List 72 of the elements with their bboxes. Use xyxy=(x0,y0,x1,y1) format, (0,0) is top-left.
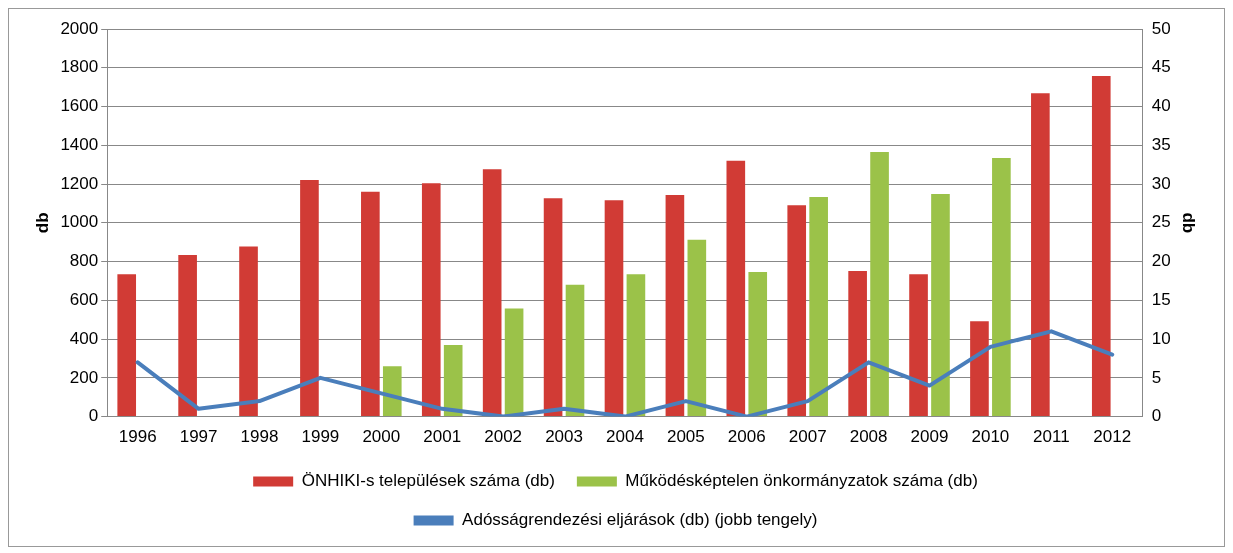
x-tick-label: 1998 xyxy=(240,427,279,447)
x-tick-label: 2002 xyxy=(484,427,523,447)
bar xyxy=(239,246,258,417)
bar xyxy=(421,183,441,417)
x-tick-label: 2006 xyxy=(727,427,766,447)
y2-tick-label: 35 xyxy=(1151,134,1171,154)
bar xyxy=(687,239,707,417)
bar xyxy=(809,197,828,417)
x-tick-label: 2000 xyxy=(362,427,401,447)
legend-label: ÖNHIKI-s települések száma (db) xyxy=(301,471,555,491)
x-tick-label: 1997 xyxy=(179,427,218,447)
x-tick-label: 2010 xyxy=(971,427,1010,447)
y-tick-label: 1000 xyxy=(60,212,99,232)
legend-label: Adósságrendezési eljárások (db) (jobb tengely) xyxy=(462,510,818,530)
bar xyxy=(443,344,463,417)
x-tick-label: 2008 xyxy=(849,427,888,447)
bar xyxy=(482,169,502,417)
x-tick-label: 2007 xyxy=(788,427,827,447)
bar xyxy=(178,254,197,417)
x-tick-label: 2005 xyxy=(666,427,705,447)
bar xyxy=(1091,76,1111,417)
y-tick-label: 800 xyxy=(69,251,99,271)
y2-tick-label: 0 xyxy=(1151,406,1162,426)
bar xyxy=(992,157,1011,417)
y2-tick-label: 40 xyxy=(1151,96,1171,116)
y-tick-label: 2000 xyxy=(60,18,99,38)
y2-tick-label: 20 xyxy=(1151,251,1171,271)
y-tick-label: 1200 xyxy=(60,173,99,193)
y2-tick-label: 30 xyxy=(1151,173,1171,193)
bar xyxy=(1031,93,1050,417)
bar xyxy=(909,274,928,417)
bar xyxy=(726,160,746,417)
bar xyxy=(382,366,402,417)
y2-tick-label: 10 xyxy=(1151,328,1171,348)
x-tick-label: 2011 xyxy=(1033,427,1070,447)
y2-tick-label: 50 xyxy=(1151,18,1171,38)
bar xyxy=(300,179,319,417)
x-tick-label: 2012 xyxy=(1093,427,1132,447)
x-tick-label: 2003 xyxy=(545,427,583,447)
x-tick-label: 2004 xyxy=(606,427,644,447)
y-tick-label: 400 xyxy=(69,328,99,348)
bar xyxy=(870,152,889,417)
x-tick-label: 2009 xyxy=(910,427,949,447)
y-tick-label: 1600 xyxy=(60,96,99,116)
bar xyxy=(565,284,585,417)
bar xyxy=(504,308,524,417)
bar xyxy=(931,193,950,417)
y-axis-title: db xyxy=(32,212,52,234)
bar xyxy=(361,191,380,417)
x-tick-label: 2001 xyxy=(423,427,462,447)
bar xyxy=(848,271,867,417)
y-tick-label: 600 xyxy=(69,290,99,310)
bar xyxy=(748,272,768,417)
y2-axis-title: db xyxy=(1179,212,1199,234)
y-tick-label: 0 xyxy=(88,406,99,426)
bar xyxy=(626,274,646,417)
y2-tick-label: 15 xyxy=(1151,290,1171,310)
legend-label: Működésképtelen önkormányzatok száma (db) xyxy=(625,471,978,491)
x-tick-label: 1999 xyxy=(301,427,340,447)
x-tick-label: 1996 xyxy=(118,427,157,447)
y-tick-label: 200 xyxy=(69,367,99,387)
bar xyxy=(665,194,685,417)
bar xyxy=(117,274,137,417)
bar xyxy=(543,198,563,417)
y2-tick-label: 5 xyxy=(1151,367,1162,387)
bar xyxy=(604,200,624,417)
bar xyxy=(970,321,989,417)
y2-tick-label: 25 xyxy=(1151,212,1171,232)
y-tick-label: 1800 xyxy=(60,57,99,77)
y2-tick-label: 45 xyxy=(1151,57,1171,77)
bar xyxy=(787,205,807,417)
y-tick-label: 1400 xyxy=(60,134,99,154)
